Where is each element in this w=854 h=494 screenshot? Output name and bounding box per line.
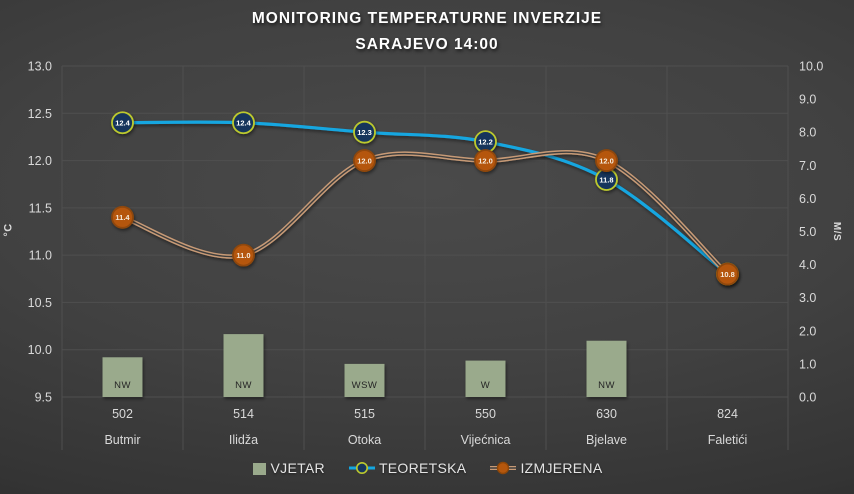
station-label: Faletići xyxy=(708,433,748,447)
wind-bar xyxy=(223,334,264,397)
teoretska-marker: 12.3 xyxy=(353,120,376,144)
izmjerena-swatch-icon xyxy=(490,461,517,475)
izmjerena-data-label: 10.8 xyxy=(720,270,735,279)
right-axis-tick: 5.0 xyxy=(799,225,816,239)
left-axis-tick: 10.0 xyxy=(28,343,52,357)
teoretska-data-label: 12.4 xyxy=(236,119,251,128)
right-axis-tick: 6.0 xyxy=(799,192,816,206)
elevation-label: 630 xyxy=(596,407,617,421)
teoretska-line xyxy=(120,120,730,276)
legend-label-teoretska: TEORETSKA xyxy=(378,460,467,476)
wind-bar xyxy=(465,360,506,397)
chart-title-line1: MONITORING TEMPERATURNE INVERZIJE xyxy=(251,10,603,27)
izmjerena-data-label: 11.4 xyxy=(115,213,130,222)
elevation-label: 514 xyxy=(233,407,254,421)
teoretska-data-label: 11.8 xyxy=(599,175,613,184)
wind-direction-label: WSW xyxy=(352,380,378,391)
legend-item-teoretska: TEORETSKA xyxy=(348,460,467,476)
izmjerena-data-label: 12.0 xyxy=(357,156,372,165)
legend-label-izmjerena: IZMJERENA xyxy=(520,460,603,476)
wind-direction-label: NW xyxy=(235,380,252,391)
izmjerena-data-label: 11.0 xyxy=(236,251,250,260)
teoretska-marker: 12.4 xyxy=(111,111,134,135)
izmjerena-marker-circle xyxy=(474,149,497,172)
right-axis-tick: 1.0 xyxy=(799,357,816,371)
izmjerena-marker-circle xyxy=(353,149,376,172)
izmjerena-marker-circle xyxy=(111,205,134,229)
elevation-label: 515 xyxy=(354,407,375,421)
izmjerena-marker: 11.0 xyxy=(232,243,255,267)
right-axis-tick: 0.0 xyxy=(799,391,816,405)
teoretska-data-label: 12.2 xyxy=(478,137,493,146)
izmjerena-marker-circle xyxy=(595,149,618,172)
teoretska-marker: 11.8 xyxy=(595,168,618,191)
right-axis-tick: 7.0 xyxy=(799,159,816,173)
izmjerena-marker: 12.0 xyxy=(595,149,618,172)
left-axis-tick: 9.5 xyxy=(35,391,52,405)
right-axis-tick: 2.0 xyxy=(799,324,816,338)
izmjerena-marker: 12.0 xyxy=(474,149,497,172)
izmjerena-marker-circle xyxy=(716,262,739,286)
station-label: Butmir xyxy=(104,433,140,447)
station-label: Vijećnica xyxy=(461,433,511,447)
legend-item-vjetar: VJETAR xyxy=(252,460,325,476)
right-axis-tick: 3.0 xyxy=(799,291,816,305)
izmjerena-marker: 10.8 xyxy=(716,262,739,286)
elevation-label: 502 xyxy=(112,407,133,421)
teoretska-data-label: 12.4 xyxy=(115,119,130,128)
izmjerena-marker: 12.0 xyxy=(353,149,376,172)
wind-direction-label: NW xyxy=(114,380,131,391)
left-axis-tick: 11.5 xyxy=(29,201,52,215)
izmjerena-marker-circle xyxy=(232,243,255,267)
station-label: Otoka xyxy=(348,433,381,447)
wind-direction-label: NW xyxy=(598,380,615,391)
teoretska-marker-circle xyxy=(111,111,134,135)
right-axis-tick: 10.0 xyxy=(799,60,823,74)
left-axis-tick: 11.0 xyxy=(29,249,52,263)
izmjerena-data-label: 12.0 xyxy=(599,156,614,165)
left-axis-tick: 12.0 xyxy=(28,154,52,168)
legend: VJETAR TEORETSKA IZMJERENA xyxy=(0,460,854,476)
izmjerena-marker: 11.4 xyxy=(111,205,134,229)
legend-item-izmjerena: IZMJERENA xyxy=(490,460,602,476)
left-axis-tick: 10.5 xyxy=(28,296,52,310)
wind-bar xyxy=(344,363,385,397)
wind-bar xyxy=(102,357,143,397)
wind-direction-label: W xyxy=(481,380,490,391)
teoretska-marker: 12.4 xyxy=(232,111,255,135)
izmjerena-data-label: 12.0 xyxy=(478,156,493,165)
chart-title-line2: SARAJEVO 14:00 xyxy=(355,36,499,53)
teoretska-data-label: 12.3 xyxy=(357,128,372,137)
teoretska-marker-circle xyxy=(232,111,255,135)
right-axis-tick: 8.0 xyxy=(799,126,816,140)
elevation-label: 824 xyxy=(717,407,738,421)
station-label: Ilidža xyxy=(229,433,258,447)
teoretska-swatch-icon xyxy=(348,462,375,474)
left-axis-tick: 12.5 xyxy=(28,107,52,121)
elevation-label: 550 xyxy=(475,407,496,421)
teoretska-marker-circle xyxy=(353,120,376,144)
left-axis-tick: 13.0 xyxy=(28,60,52,74)
bar-swatch-icon xyxy=(252,462,266,475)
right-axis-tick: 4.0 xyxy=(799,258,816,272)
legend-label-vjetar: VJETAR xyxy=(270,460,325,476)
chart-title: MONITORING TEMPERATURNE INVERZIJE SARAJE… xyxy=(0,6,854,58)
right-axis-tick: 9.0 xyxy=(799,93,816,107)
teoretska-marker: 12.2 xyxy=(474,130,497,154)
wind-bar xyxy=(586,340,627,397)
station-label: Bjelave xyxy=(586,433,627,447)
